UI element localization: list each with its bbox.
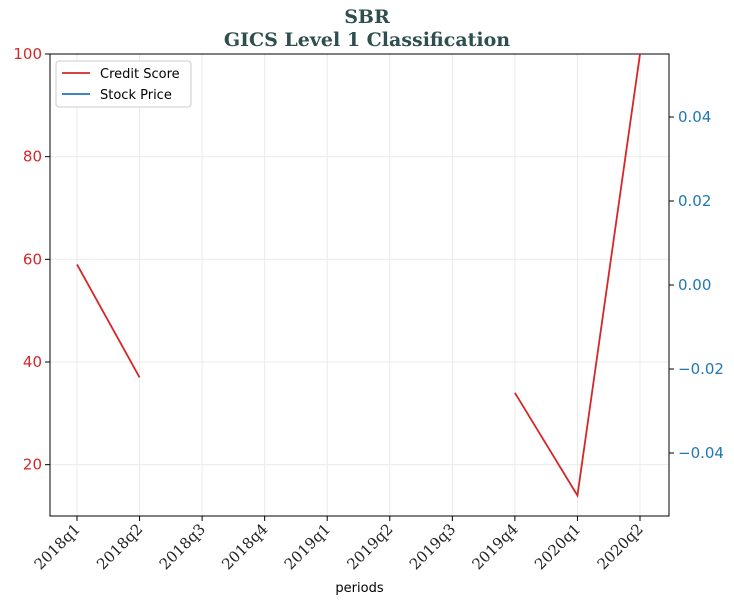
series-line-credit-score — [76, 264, 141, 378]
x-tick-label: 2019q3 — [406, 520, 459, 573]
x-tick-label: 2018q3 — [156, 520, 209, 573]
y-right-tick-label: 0.04 — [678, 108, 711, 126]
plot-frame — [49, 53, 670, 517]
y-left-tick-label: 20 — [23, 456, 42, 474]
legend-label: Stock Price — [100, 88, 172, 103]
y-right-tick-label: 0.02 — [678, 192, 711, 210]
y-left-tick-label: 100 — [13, 45, 42, 63]
y-left-tick-label: 60 — [23, 250, 42, 268]
y-right-tick-label: −0.02 — [678, 360, 724, 378]
x-tick-label: 2018q1 — [31, 520, 84, 573]
series-line-credit-score — [514, 54, 641, 499]
x-axis-label: periods — [335, 581, 383, 596]
x-tick-label: 2018q2 — [93, 520, 146, 573]
y-left-tick-label: 80 — [23, 148, 42, 166]
legend-label: Credit Score — [100, 67, 180, 82]
chart-subtitle: GICS Level 1 Classification — [223, 29, 511, 51]
x-tick-label: 2020q1 — [531, 520, 584, 573]
x-tick-label: 2020q2 — [594, 520, 647, 573]
x-tick-label: 2019q4 — [468, 520, 521, 573]
y-right-tick-label: −0.04 — [678, 444, 724, 462]
y-left-tick-label: 40 — [23, 353, 42, 371]
x-tick-label: 2019q1 — [281, 520, 334, 573]
y-right-tick-label: 0.00 — [678, 276, 711, 294]
x-tick-label: 2019q2 — [343, 520, 396, 573]
chart-title: SBR — [344, 6, 390, 28]
x-tick-label: 2018q4 — [218, 520, 271, 573]
